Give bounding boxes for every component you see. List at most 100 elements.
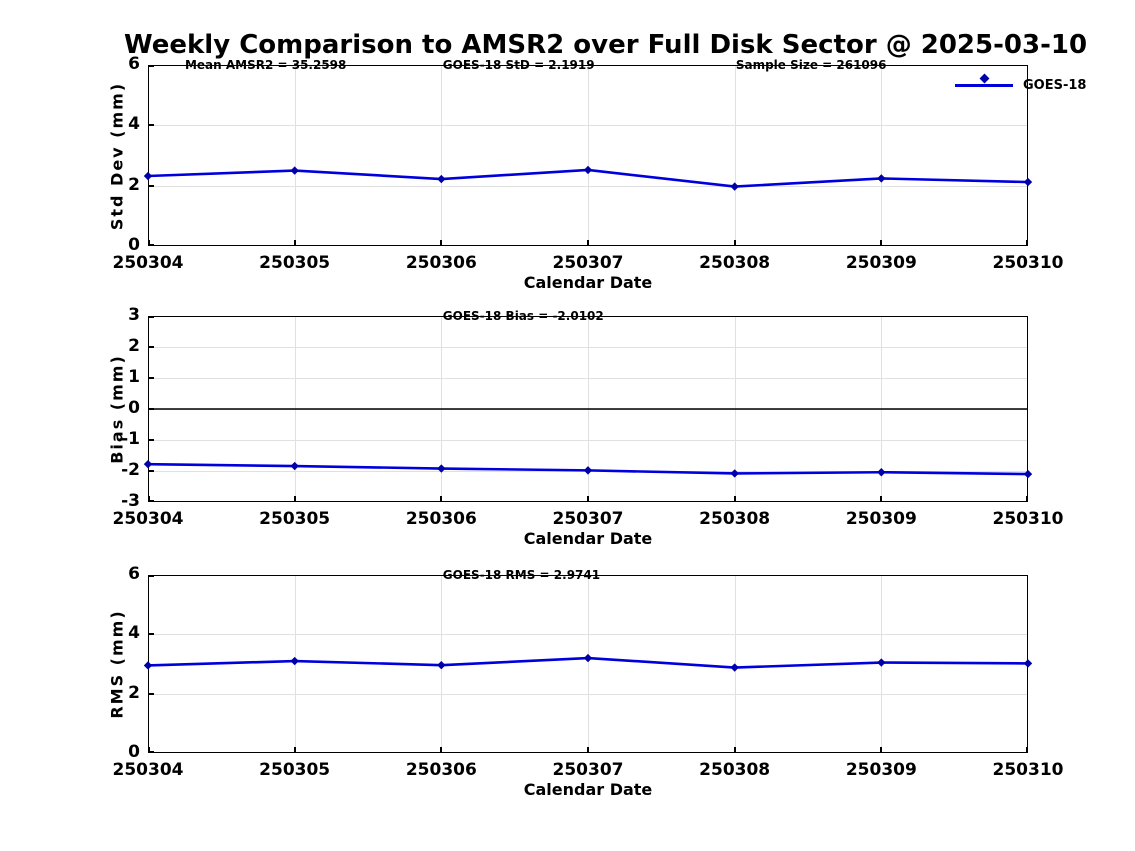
- data-point-marker: [583, 165, 593, 175]
- y-tick-label: -3: [121, 491, 140, 511]
- y-tick-label: 0: [128, 742, 140, 762]
- data-point-marker: [290, 461, 299, 471]
- x-tick-mark: [587, 747, 589, 753]
- data-point-marker: [730, 469, 739, 478]
- x-tick-label: 250304: [112, 509, 184, 529]
- data-point-marker: [1023, 659, 1033, 668]
- data-point-marker: [143, 661, 153, 670]
- stat-annotation: Sample Size = 261096: [735, 58, 887, 72]
- subplot-bias: -3 -2 -1 0 1 2 3 250304 250305 250306 250307 250308…: [108, 305, 1064, 548]
- data-point-marker: [437, 660, 446, 670]
- data-point-marker: [290, 166, 299, 175]
- data-point-marker: [583, 466, 593, 475]
- x-tick-mark: [587, 240, 589, 246]
- data-point-marker: [877, 468, 886, 477]
- x-gridline: [881, 65, 883, 246]
- y-tick-mark: [148, 184, 154, 187]
- stat-annotation: Mean AMSR2 = 35.2598: [184, 58, 347, 72]
- x-tick-label: 250306: [405, 509, 477, 529]
- legend-series-label: GOES-18: [1023, 78, 1087, 93]
- x-tick-label: 250305: [259, 509, 331, 529]
- data-point-marker: [290, 656, 299, 666]
- x-gridline: [734, 65, 736, 246]
- x-tick-mark: [440, 240, 443, 246]
- x-axis-label: Calendar Date: [523, 273, 653, 292]
- data-point-marker: [730, 663, 739, 672]
- y-axis-label: Std Dev (mm): [107, 81, 127, 230]
- data-point-marker: [143, 459, 153, 469]
- data-point-marker: [1023, 469, 1033, 479]
- x-tick-mark: [880, 240, 883, 246]
- x-gridline: [588, 65, 589, 246]
- stat-annotation: GOES-18 RMS = 2.9741: [442, 568, 601, 582]
- x-tick-label: 250309: [845, 760, 917, 780]
- legend-line-sample: [955, 84, 1013, 87]
- data-point-marker: [143, 171, 153, 181]
- x-tick-label: 250305: [259, 760, 331, 780]
- y-tick-label: -1: [121, 429, 140, 449]
- x-tick-label: 250306: [405, 760, 477, 780]
- x-tick-mark: [880, 747, 883, 753]
- x-tick-mark: [587, 496, 589, 502]
- x-gridline: [441, 65, 443, 246]
- x-tick-label: 250306: [405, 253, 477, 273]
- x-tick-label: 250307: [552, 509, 624, 529]
- y-tick-label: 0: [128, 398, 140, 418]
- x-tick-mark: [733, 240, 736, 246]
- x-tick-label: 250310: [992, 760, 1064, 780]
- y-tick-mark: [148, 316, 154, 318]
- y-tick-label: 4: [128, 114, 140, 135]
- y-tick-label: 1: [128, 367, 140, 387]
- x-tick-label: 250308: [699, 760, 771, 780]
- y-tick-label: 2: [128, 336, 140, 356]
- x-tick-label: 250305: [259, 253, 331, 273]
- x-tick-mark: [293, 747, 296, 753]
- x-tick-label: 250304: [112, 253, 184, 273]
- y-tick-mark: [148, 633, 154, 636]
- x-tick-mark: [733, 747, 736, 753]
- x-tick-label: 250309: [845, 509, 917, 529]
- y-tick-mark: [148, 65, 154, 67]
- y-tick-mark: [148, 470, 154, 472]
- x-tick-label: 250308: [699, 509, 771, 529]
- x-tick-mark: [880, 496, 883, 502]
- x-tick-mark: [148, 240, 150, 246]
- y-tick-mark: [148, 439, 154, 441]
- y-axis-label: Bias (mm): [107, 354, 127, 464]
- y-tick-label: 6: [128, 54, 140, 74]
- y-tick-label: 6: [128, 564, 140, 584]
- y-tick-label: 2: [128, 682, 140, 703]
- x-tick-mark: [440, 747, 443, 753]
- data-point-marker: [730, 182, 739, 191]
- data-point-marker: [437, 464, 446, 473]
- x-tick-label: 250310: [992, 253, 1064, 273]
- x-gridline: [294, 65, 296, 246]
- x-tick-label: 250304: [112, 760, 184, 780]
- data-point-marker: [437, 174, 446, 184]
- y-tick-mark: [148, 692, 154, 695]
- x-axis-label: Calendar Date: [523, 529, 653, 548]
- y-tick-label: 0: [128, 235, 140, 255]
- x-tick-mark: [293, 240, 296, 246]
- y-tick-mark: [148, 575, 154, 577]
- x-tick-label: 250307: [552, 760, 624, 780]
- data-point-marker: [877, 174, 886, 183]
- page-title: Weekly Comparison to AMSR2 over Full Dis…: [124, 30, 1088, 60]
- data-plot-canvas: [143, 165, 1033, 191]
- stat-annotation: GOES-18 Bias = -2.0102: [442, 309, 604, 323]
- subplot-rms: 0 2 4 6 250304 250305 250306 250307 250308 250309…: [108, 564, 1064, 799]
- stat-annotation: GOES-18 StD = 2.1919: [442, 58, 595, 72]
- x-tick-mark: [148, 747, 150, 753]
- y-tick-label: 2: [128, 174, 140, 195]
- data-point-marker: [583, 653, 593, 663]
- data-plot-canvas: [143, 408, 1033, 479]
- x-axis-label: Calendar Date: [523, 780, 653, 799]
- x-tick-label: 250308: [699, 253, 771, 273]
- y-tick-mark: [148, 377, 154, 379]
- x-gridline: [588, 575, 589, 753]
- y-tick-label: 3: [128, 305, 140, 325]
- x-tick-mark: [440, 496, 443, 502]
- y-axis-label: RMS (mm): [107, 609, 127, 719]
- y-tick-mark: [148, 346, 154, 348]
